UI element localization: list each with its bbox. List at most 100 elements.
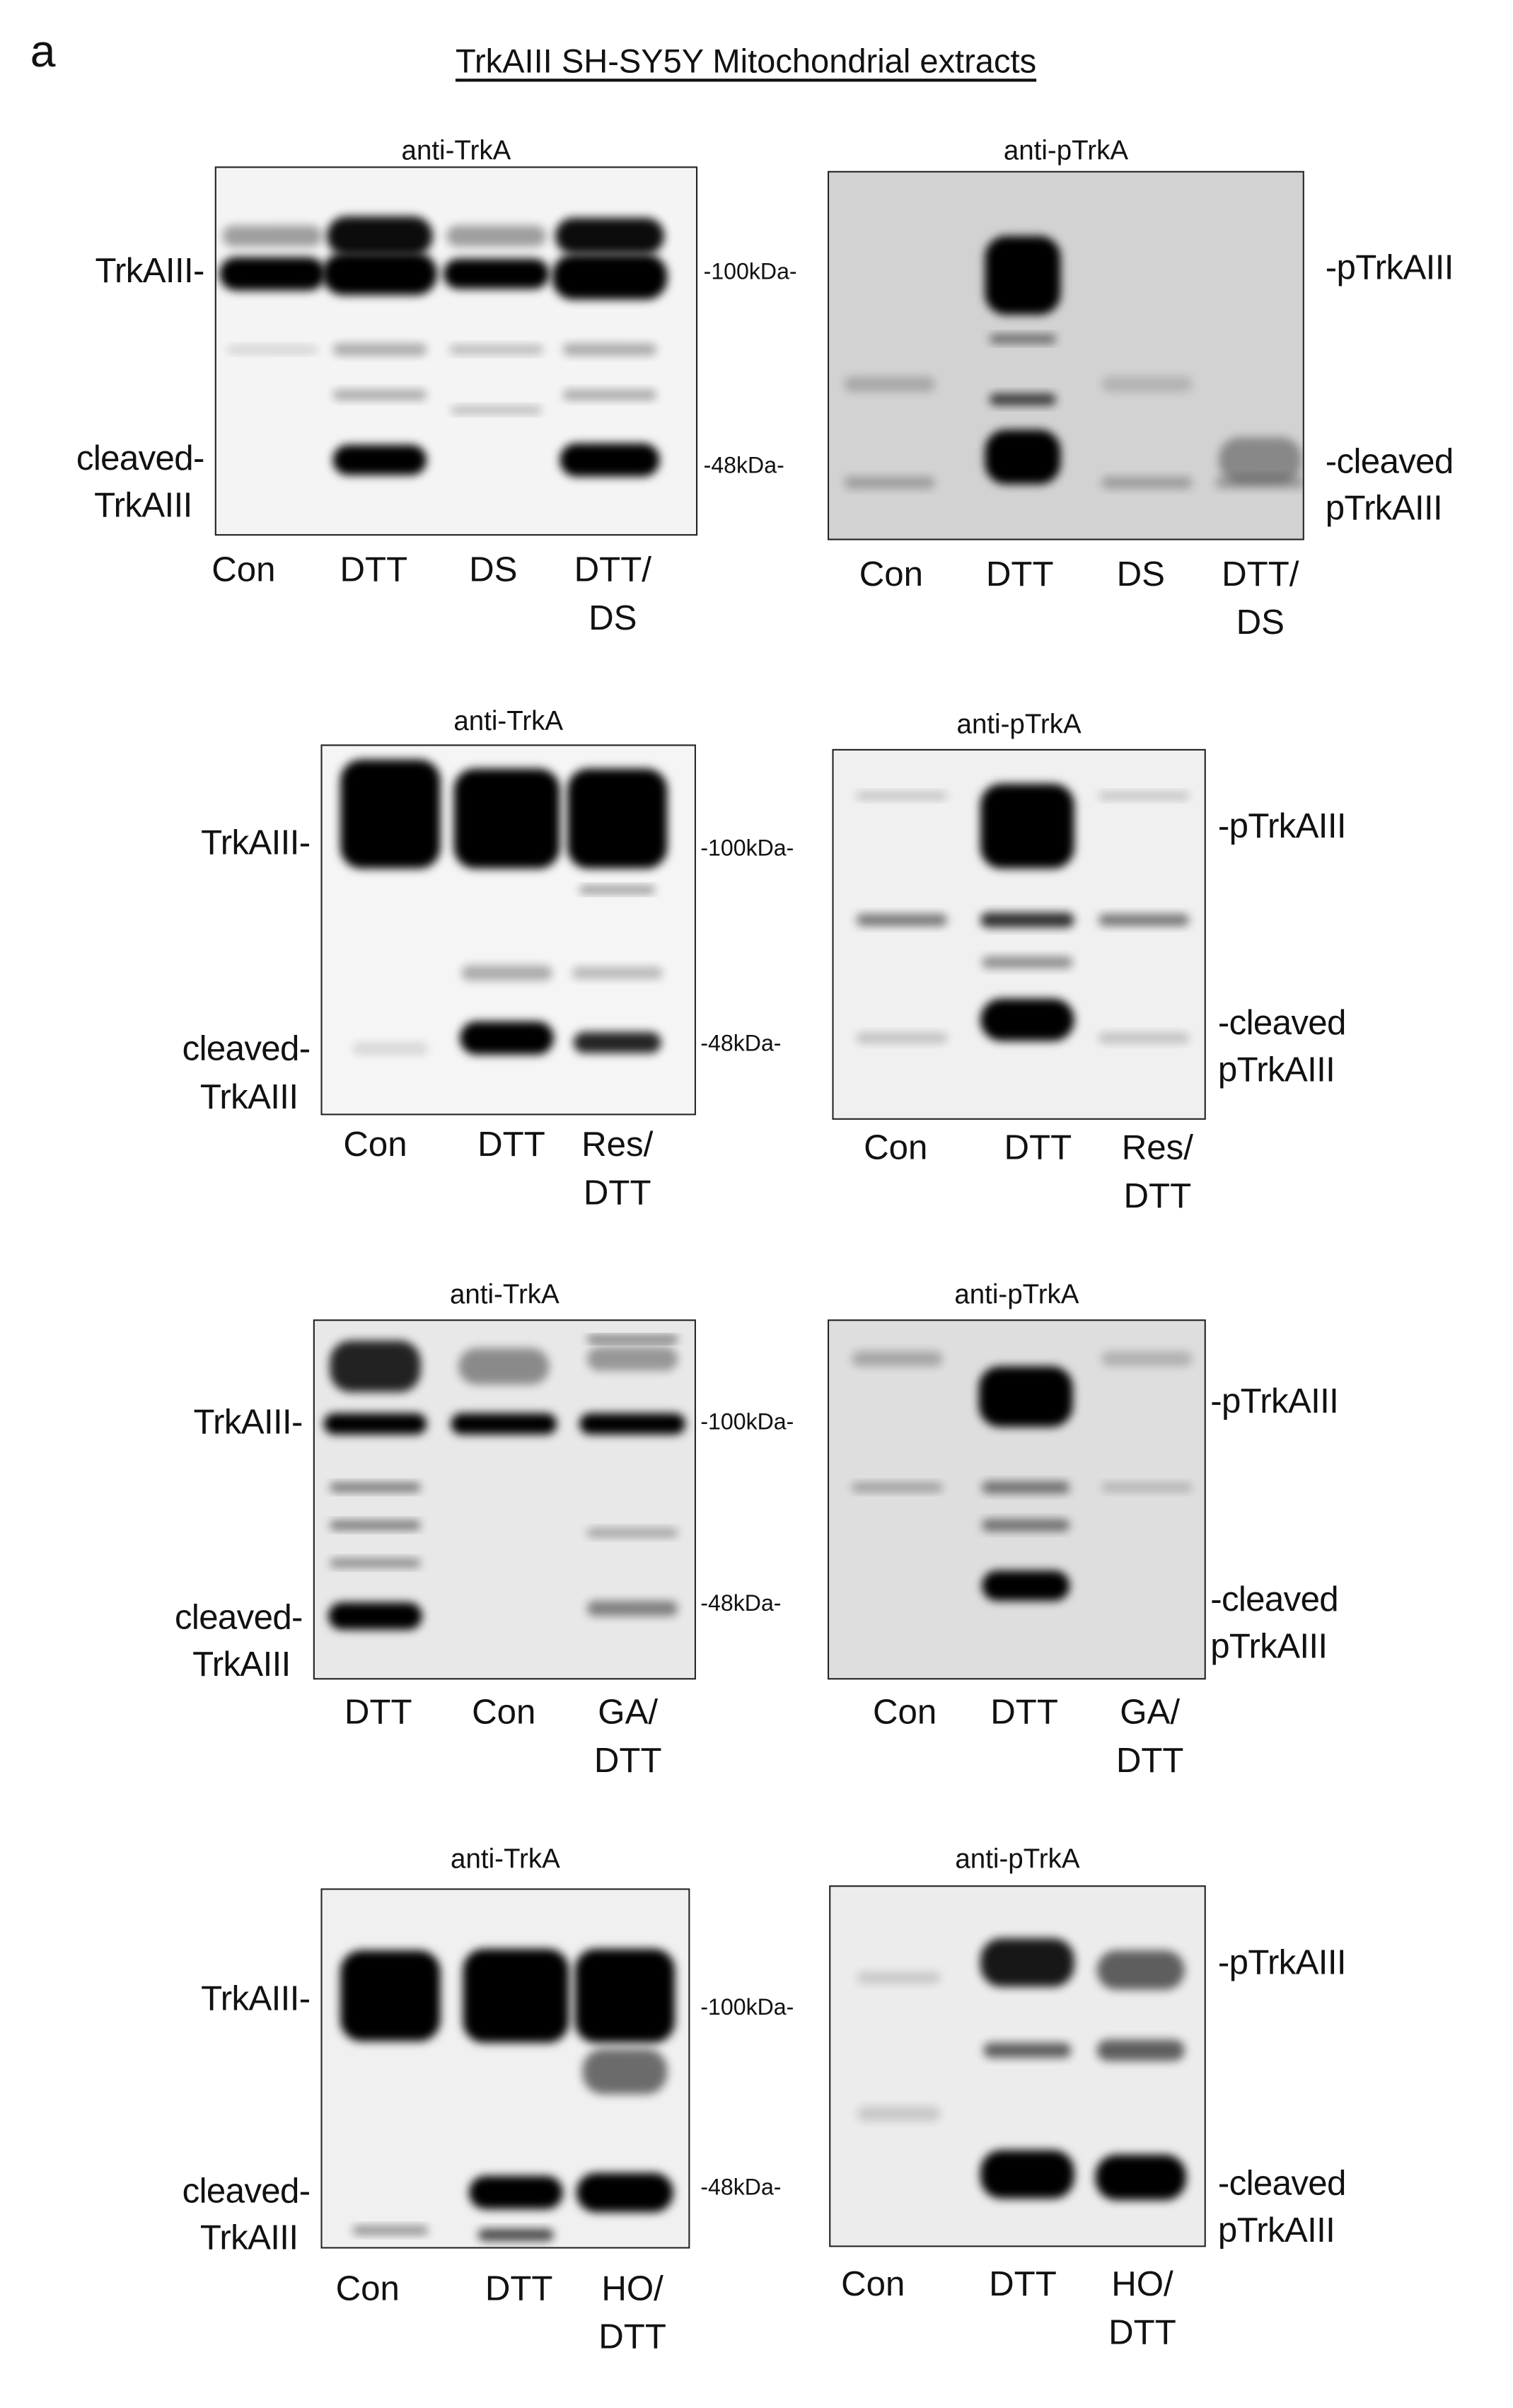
band-label: pTrkAIII xyxy=(1217,2210,1335,2250)
band-label: cleaved- xyxy=(76,438,204,477)
lane-label-line: DTT xyxy=(340,549,408,589)
protein-band xyxy=(573,1031,661,1053)
protein-band xyxy=(562,389,657,400)
lane-label-line: DTT xyxy=(985,553,1054,594)
protein-band xyxy=(989,334,1057,344)
western-blot-image xyxy=(320,1888,690,2249)
band-label: cleaved- xyxy=(182,1028,311,1068)
protein-band xyxy=(983,2042,1072,2059)
lane-label: DTT xyxy=(485,2264,553,2312)
lane-label: Res/DTT xyxy=(1122,1123,1193,1220)
molecular-weight-marker: -100kDa- xyxy=(703,259,797,286)
antibody-label: anti-TrkA xyxy=(451,1843,560,1875)
lane-label-line: DTT xyxy=(477,1124,545,1164)
band-label: pTrkAIII xyxy=(1210,1626,1328,1665)
protein-band xyxy=(562,343,657,356)
molecular-weight-marker: -48kDa- xyxy=(700,2175,782,2201)
lane-label: DTT xyxy=(344,1687,412,1735)
protein-band xyxy=(985,429,1061,485)
lane-label-line: DTT xyxy=(598,2316,666,2356)
protein-band xyxy=(572,966,663,979)
lane-label-line: DTT/ xyxy=(1222,553,1299,594)
lane-label: DTT xyxy=(989,2259,1057,2308)
protein-band xyxy=(857,2106,941,2122)
antibody-label: anti-pTrkA xyxy=(954,1279,1079,1310)
band-label: -cleaved xyxy=(1217,2163,1346,2203)
band-label: TrkAIII xyxy=(199,1076,298,1116)
lane-label-line: Con xyxy=(841,2263,905,2303)
lane-label: DS xyxy=(469,545,517,593)
protein-band xyxy=(985,236,1061,315)
protein-band xyxy=(586,1528,678,1538)
protein-band xyxy=(982,956,1073,968)
lane-label: DTT/DS xyxy=(1222,549,1299,646)
lane-label-line: Con xyxy=(859,553,924,594)
protein-band xyxy=(330,1341,421,1392)
antibody-label: anti-TrkA xyxy=(401,135,511,166)
lane-label: Con xyxy=(859,549,923,597)
antibody-label: anti-TrkA xyxy=(453,705,564,736)
protein-band xyxy=(576,2172,673,2213)
western-blot-image xyxy=(829,1885,1206,2247)
antibody-label: anti-pTrkA xyxy=(1003,135,1129,166)
protein-band xyxy=(978,1366,1073,1428)
protein-band xyxy=(446,225,547,247)
protein-band xyxy=(980,2150,1074,2199)
protein-band xyxy=(980,784,1074,869)
protein-band xyxy=(1095,2154,1186,2201)
lane-label: HO/DTT xyxy=(598,2264,666,2361)
lane-label-line: DTT xyxy=(1004,1127,1072,1167)
lane-label-line: Res/ xyxy=(581,1124,654,1164)
protein-band xyxy=(579,886,656,894)
molecular-weight-marker: -100kDa- xyxy=(700,1995,794,2021)
lane-label: DTT xyxy=(477,1120,545,1168)
lane-label-line: DTT/ xyxy=(574,549,651,589)
western-blot-image xyxy=(313,1319,696,1680)
band-label: TrkAIII- xyxy=(95,250,204,290)
band-label: -pTrkAIII xyxy=(1210,1380,1339,1420)
lane-label-line: Con xyxy=(864,1127,928,1167)
protein-band xyxy=(340,1950,441,2042)
protein-band xyxy=(560,443,660,477)
lane-label-line: Res/ xyxy=(1121,1127,1193,1167)
protein-band xyxy=(453,768,560,869)
lane-label: GA/DTT xyxy=(594,1687,662,1784)
lane-label-line: DS xyxy=(469,549,518,589)
protein-band xyxy=(586,1346,678,1371)
protein-band xyxy=(443,258,550,289)
protein-band xyxy=(477,2228,554,2241)
lane-label-line: DS xyxy=(1116,553,1165,594)
lane-label: Con xyxy=(472,1687,535,1735)
lane-label-line: DTT xyxy=(583,1172,651,1212)
protein-band xyxy=(1098,1032,1190,1043)
lane-label-line: GA/ xyxy=(1120,1691,1181,1732)
lane-label-line: HO/ xyxy=(1111,2263,1173,2303)
protein-band xyxy=(579,1413,685,1435)
antibody-label: anti-pTrkA xyxy=(955,1843,1080,1875)
band-label: TrkAIII xyxy=(192,1644,291,1684)
lane-label-line: Con xyxy=(872,1691,937,1732)
lane-label: Con xyxy=(873,1687,937,1735)
molecular-weight-marker: -100kDa- xyxy=(700,1409,794,1435)
protein-band xyxy=(567,768,668,869)
protein-band xyxy=(582,2049,668,2095)
band-label: TrkAIII- xyxy=(201,822,311,862)
protein-band xyxy=(555,218,665,255)
protein-band xyxy=(980,998,1074,1041)
protein-band xyxy=(463,1949,569,2043)
western-blot-image xyxy=(832,748,1206,1120)
band-label: -pTrkAIII xyxy=(1325,247,1454,287)
protein-band xyxy=(1098,913,1190,927)
protein-band xyxy=(330,1520,421,1530)
protein-band xyxy=(340,759,441,869)
band-label: pTrkAIII xyxy=(1217,1049,1335,1089)
western-blot-image xyxy=(320,744,696,1116)
band-label: pTrkAIII xyxy=(1325,487,1443,528)
protein-band xyxy=(226,345,318,354)
western-blot-image xyxy=(828,1319,1206,1680)
lane-label-line: DTT xyxy=(344,1691,412,1732)
protein-band xyxy=(219,257,325,291)
protein-band xyxy=(352,2225,429,2235)
lane-label-line: DTT xyxy=(485,2268,553,2308)
figure-title: TrkAIII SH-SY5Y Mitochondrial extracts xyxy=(455,42,1037,81)
